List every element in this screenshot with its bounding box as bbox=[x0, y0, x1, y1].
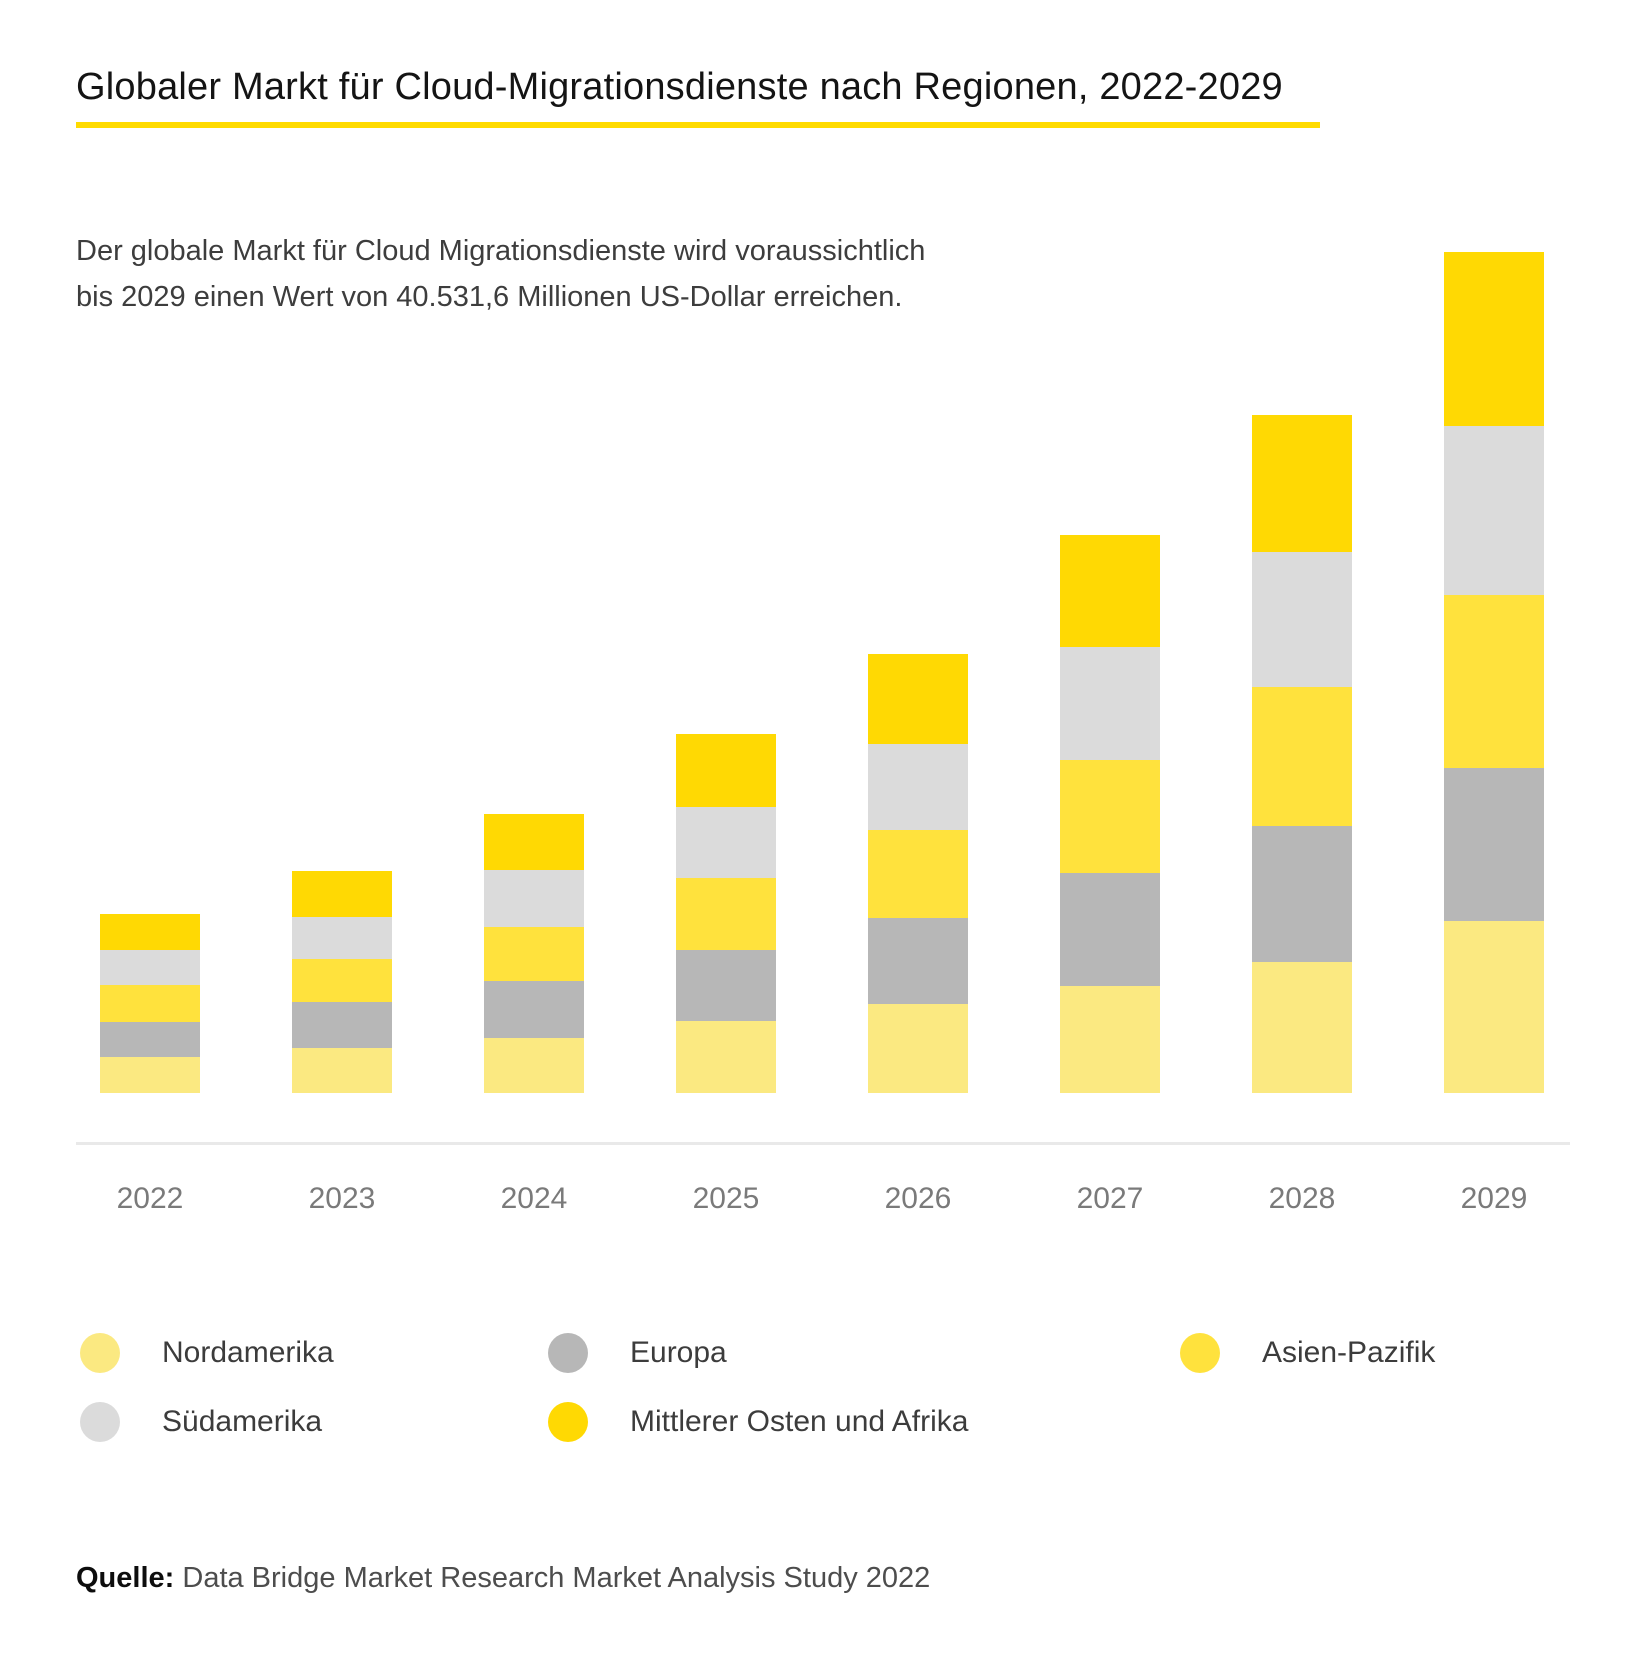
segment-europa-2022 bbox=[100, 1022, 200, 1057]
page-title: Globaler Markt für Cloud-Migrationsdiens… bbox=[76, 66, 1283, 108]
segment-mittlerer-osten-und-afrika-2027 bbox=[1060, 535, 1160, 647]
legend-dot-icon bbox=[548, 1333, 588, 1373]
segment-asien-pazifik-2029 bbox=[1444, 595, 1544, 768]
segment-mittlerer-osten-und-afrika-2028 bbox=[1252, 415, 1352, 552]
source-label: Quelle: bbox=[76, 1562, 175, 1594]
bar-2027 bbox=[1060, 535, 1160, 1093]
segment-mittlerer-osten-und-afrika-2024 bbox=[484, 814, 584, 870]
bar-2029 bbox=[1444, 252, 1544, 1093]
segment-asien-pazifik-2025 bbox=[676, 878, 776, 950]
x-axis-label-2026: 2026 bbox=[884, 1182, 952, 1215]
x-axis-label-2025: 2025 bbox=[692, 1182, 760, 1215]
segment-nordamerika-2022 bbox=[100, 1057, 200, 1093]
legend-item-mittlerer-osten-und-afrika: Mittlerer Osten und Afrika bbox=[548, 1402, 968, 1442]
legend-item-europa: Europa bbox=[548, 1333, 727, 1373]
segment-nordamerika-2026 bbox=[868, 1004, 968, 1093]
x-axis-label-2023: 2023 bbox=[308, 1182, 376, 1215]
bar-2022 bbox=[100, 914, 200, 1093]
subtitle-line-1: Der globale Markt für Cloud Migrationsdi… bbox=[76, 235, 926, 267]
segment-mittlerer-osten-und-afrika-2022 bbox=[100, 914, 200, 950]
legend-dot-icon bbox=[1180, 1333, 1220, 1373]
segment-asien-pazifik-2023 bbox=[292, 959, 392, 1002]
legend-label: Mittlerer Osten und Afrika bbox=[630, 1405, 969, 1438]
segment-mittlerer-osten-und-afrika-2026 bbox=[868, 654, 968, 744]
segment-nordamerika-2023 bbox=[292, 1048, 392, 1093]
source-line: Quelle: Data Bridge Market Research Mark… bbox=[76, 1562, 930, 1595]
source-text: Data Bridge Market Research Market Analy… bbox=[174, 1562, 931, 1594]
subtitle-line-2: bis 2029 einen Wert von 40.531,6 Million… bbox=[76, 281, 903, 313]
segment-asien-pazifik-2022 bbox=[100, 985, 200, 1022]
segment-nordamerika-2028 bbox=[1252, 962, 1352, 1093]
segment-europa-2029 bbox=[1444, 768, 1544, 921]
title-accent-underline bbox=[76, 122, 1320, 128]
segment-asien-pazifik-2024 bbox=[484, 927, 584, 981]
segment-südamerika-2026 bbox=[868, 744, 968, 830]
segment-südamerika-2022 bbox=[100, 950, 200, 985]
segment-nordamerika-2024 bbox=[484, 1038, 584, 1093]
segment-südamerika-2023 bbox=[292, 917, 392, 959]
segment-südamerika-2027 bbox=[1060, 647, 1160, 760]
segment-europa-2024 bbox=[484, 981, 584, 1038]
legend-label: Asien-Pazifik bbox=[1262, 1336, 1436, 1369]
segment-südamerika-2029 bbox=[1444, 426, 1544, 595]
segment-mittlerer-osten-und-afrika-2023 bbox=[292, 871, 392, 917]
segment-europa-2025 bbox=[676, 950, 776, 1021]
x-axis-label-2027: 2027 bbox=[1076, 1182, 1144, 1215]
x-axis-label-2022: 2022 bbox=[116, 1182, 184, 1215]
legend-label: Nordamerika bbox=[162, 1336, 334, 1369]
bar-2028 bbox=[1252, 415, 1352, 1093]
legend-dot-icon bbox=[80, 1402, 120, 1442]
legend-label: Europa bbox=[630, 1336, 727, 1369]
segment-asien-pazifik-2027 bbox=[1060, 760, 1160, 873]
x-axis-label-2028: 2028 bbox=[1268, 1182, 1336, 1215]
segment-europa-2023 bbox=[292, 1002, 392, 1048]
legend-label: Südamerika bbox=[162, 1405, 323, 1438]
bar-2025 bbox=[676, 734, 776, 1093]
legend-item-südamerika: Südamerika bbox=[80, 1402, 322, 1442]
segment-asien-pazifik-2028 bbox=[1252, 687, 1352, 826]
segment-nordamerika-2029 bbox=[1444, 921, 1544, 1093]
x-axis-label-2024: 2024 bbox=[500, 1182, 568, 1215]
legend-dot-icon bbox=[548, 1402, 588, 1442]
segment-südamerika-2025 bbox=[676, 807, 776, 878]
x-axis-label-2029: 2029 bbox=[1460, 1182, 1528, 1215]
legend-dot-icon bbox=[80, 1333, 120, 1373]
segment-asien-pazifik-2026 bbox=[868, 830, 968, 918]
bar-2024 bbox=[484, 814, 584, 1093]
bar-2026 bbox=[868, 654, 968, 1093]
segment-mittlerer-osten-und-afrika-2025 bbox=[676, 734, 776, 807]
legend-item-asien-pazifik: Asien-Pazifik bbox=[1180, 1333, 1435, 1373]
segment-mittlerer-osten-und-afrika-2029 bbox=[1444, 252, 1544, 426]
segment-europa-2027 bbox=[1060, 873, 1160, 986]
chart-subtitle: Der globale Markt für Cloud Migrationsdi… bbox=[76, 228, 925, 320]
legend-item-nordamerika: Nordamerika bbox=[80, 1333, 334, 1373]
segment-europa-2026 bbox=[868, 918, 968, 1004]
segment-südamerika-2028 bbox=[1252, 552, 1352, 687]
segment-nordamerika-2027 bbox=[1060, 986, 1160, 1093]
segment-nordamerika-2025 bbox=[676, 1021, 776, 1093]
segment-südamerika-2024 bbox=[484, 870, 584, 927]
x-axis-line bbox=[76, 1142, 1570, 1145]
bar-2023 bbox=[292, 871, 392, 1093]
segment-europa-2028 bbox=[1252, 826, 1352, 962]
